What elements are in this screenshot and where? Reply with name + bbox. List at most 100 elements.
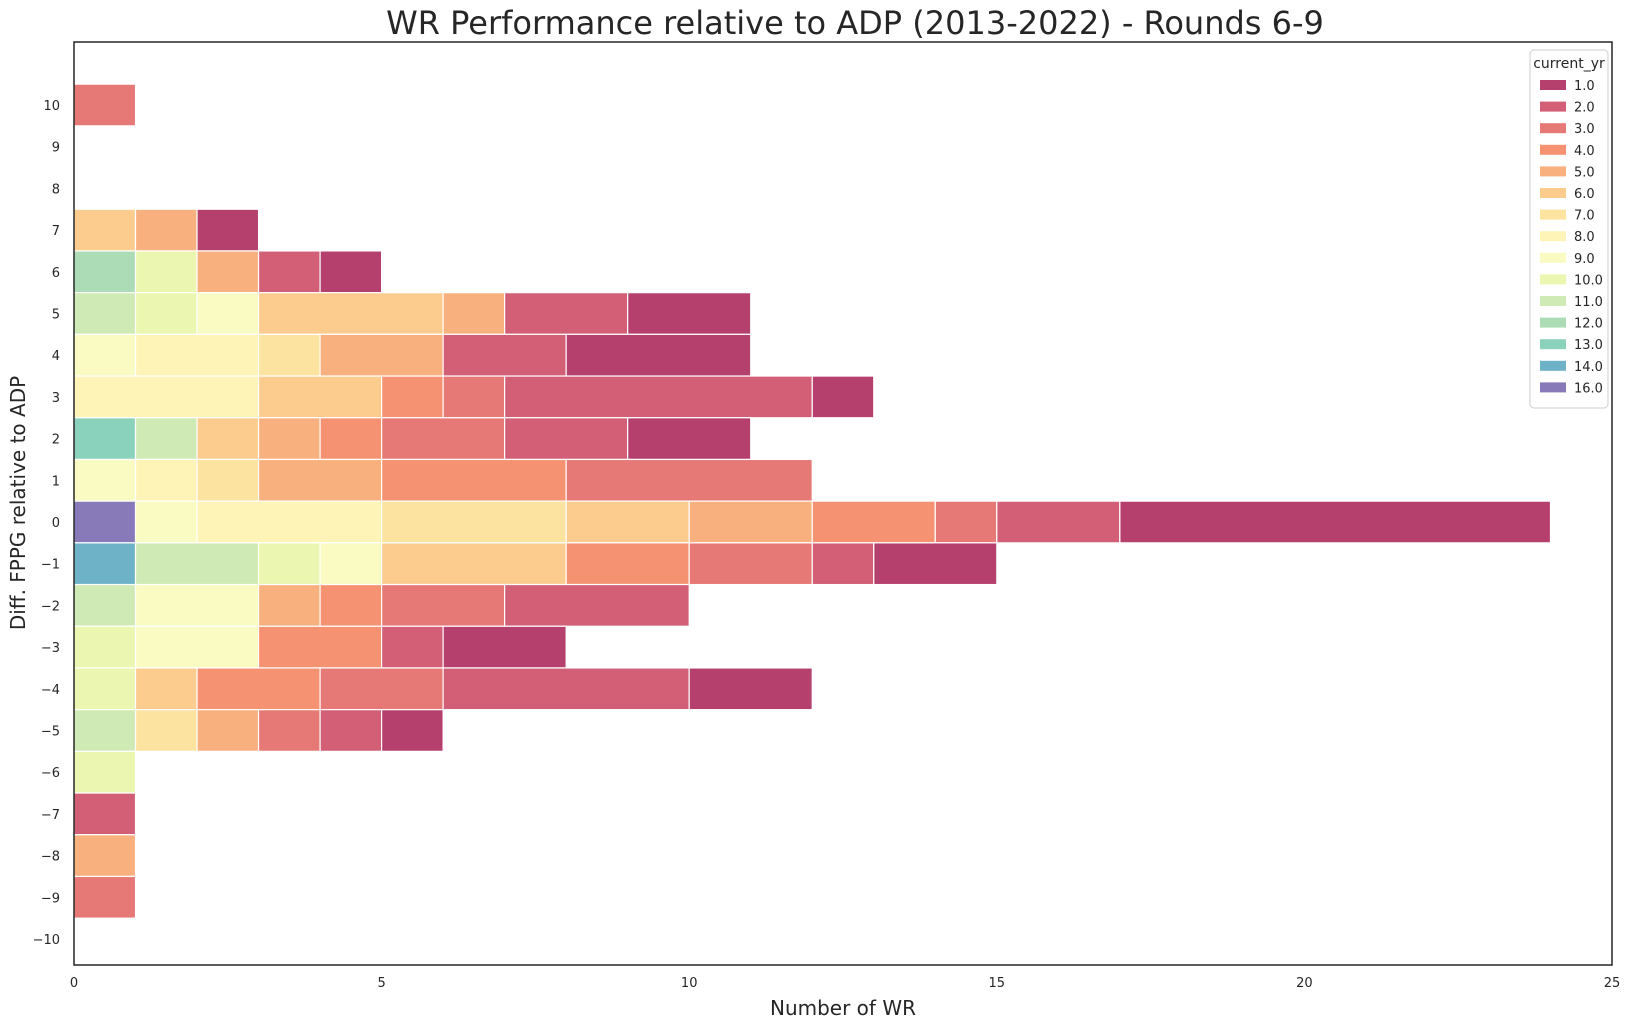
bar-segment: [319, 667, 444, 711]
legend-swatch: [1540, 339, 1566, 350]
bar-segment: [627, 417, 752, 461]
legend-entry-label: 6.0: [1574, 187, 1595, 202]
y-tick-label: 6: [52, 266, 60, 281]
legend-entry-label: 14.0: [1574, 360, 1603, 375]
legend-swatch: [1540, 360, 1566, 371]
bar-segment: [811, 542, 875, 586]
y-tick-label: 0: [52, 516, 60, 531]
bar-segment: [134, 583, 260, 627]
legend-swatch: [1540, 101, 1566, 112]
bar-segment: [257, 542, 321, 586]
x-tick-label: 15: [989, 976, 1006, 991]
bar-segment: [381, 458, 567, 502]
bar-segment: [196, 458, 260, 502]
x-tick-label: 5: [377, 976, 385, 991]
legend-entry-label: 4.0: [1574, 144, 1595, 159]
bar-segment: [196, 500, 383, 544]
legend-swatch: [1540, 166, 1566, 177]
y-tick-label: 4: [52, 349, 60, 364]
bar-segment: [134, 208, 198, 252]
bar-segment: [73, 500, 137, 544]
legend-entry-label: 13.0: [1574, 338, 1603, 353]
bar-segment: [73, 417, 137, 461]
y-tick-label: −8: [41, 850, 60, 865]
bar-segment: [73, 875, 137, 919]
bar-segment: [319, 333, 444, 377]
bar-segment: [442, 292, 506, 335]
x-tick-label: 0: [70, 976, 78, 991]
bar-segment: [565, 333, 752, 377]
bar-segment: [381, 542, 567, 586]
bar-segment: [565, 500, 690, 544]
bar-segment: [257, 583, 321, 627]
bar-segment: [134, 250, 198, 294]
y-axis-label: Diff. FPPG relative to ADP: [6, 376, 30, 630]
chart-title: WR Performance relative to ADP (2013-202…: [386, 4, 1324, 42]
legend-swatch: [1540, 188, 1566, 198]
bar-segment: [381, 417, 506, 461]
bar-segment: [381, 583, 506, 627]
legend-swatch: [1540, 382, 1566, 393]
bar-segment: [73, 333, 137, 377]
bar-segment: [73, 208, 137, 252]
x-tick-label: 20: [1296, 976, 1313, 991]
bar-segment: [257, 417, 321, 461]
bar-segment: [73, 458, 137, 502]
bar-segment: [134, 292, 198, 335]
y-tick-label: 3: [52, 391, 60, 406]
bar-segment: [934, 500, 998, 544]
bar-segment: [442, 625, 567, 669]
bar-segment: [73, 667, 137, 711]
bars-layer: [73, 83, 1552, 919]
legend-entry-label: 5.0: [1574, 165, 1595, 180]
legend-title: current_yr: [1533, 56, 1605, 72]
y-tick-label: 1: [52, 474, 60, 489]
bar-segment: [504, 583, 690, 627]
legend-entry-label: 2.0: [1574, 101, 1595, 116]
bar-segment: [134, 417, 198, 461]
bar-segment: [196, 292, 260, 335]
bar-segment: [134, 500, 198, 544]
bar-segment: [257, 375, 383, 419]
bar-segment: [134, 709, 198, 752]
bar-segment: [134, 667, 198, 711]
y-tick-label: −3: [41, 641, 60, 656]
bar-segment: [381, 709, 444, 752]
x-tick-labels: 0 5 10 15 20 25: [70, 976, 1620, 991]
legend-entry-label: 16.0: [1574, 381, 1603, 396]
bar-segment: [996, 500, 1121, 544]
legend-swatch: [1540, 296, 1566, 306]
bar-segment: [1119, 500, 1552, 544]
y-tick-label: 2: [52, 433, 60, 448]
legend-swatch: [1540, 317, 1566, 328]
bar-segment: [688, 500, 813, 544]
bar-segment: [73, 375, 260, 419]
legend-swatch: [1540, 252, 1566, 263]
y-tick-label: 5: [52, 308, 60, 323]
legend-entry-label: 10.0: [1574, 273, 1603, 288]
bar-segment: [442, 667, 690, 711]
y-tick-label: 10: [43, 99, 60, 114]
y-tick-label: −6: [41, 766, 60, 781]
bar-segment: [134, 625, 260, 669]
y-tick-label: −7: [41, 808, 60, 823]
bar-segment: [627, 292, 752, 335]
bar-segment: [504, 292, 629, 335]
bar-segment: [73, 542, 137, 586]
bar-segment: [319, 417, 383, 461]
y-tick-label: −5: [41, 725, 60, 740]
legend-swatch: [1540, 80, 1566, 90]
legend-entry-label: 9.0: [1574, 252, 1595, 267]
bar-segment: [319, 583, 383, 627]
bar-segment: [319, 709, 383, 752]
bar-segment: [73, 709, 137, 752]
bar-segment: [73, 583, 137, 627]
bar-segment: [196, 417, 260, 461]
bar-segment: [257, 458, 383, 502]
bar-segment: [196, 709, 260, 752]
plot-frame: [73, 41, 1613, 966]
bar-segment: [73, 834, 137, 878]
bar-segment: [442, 333, 567, 377]
legend-entry-label: 8.0: [1574, 230, 1595, 245]
